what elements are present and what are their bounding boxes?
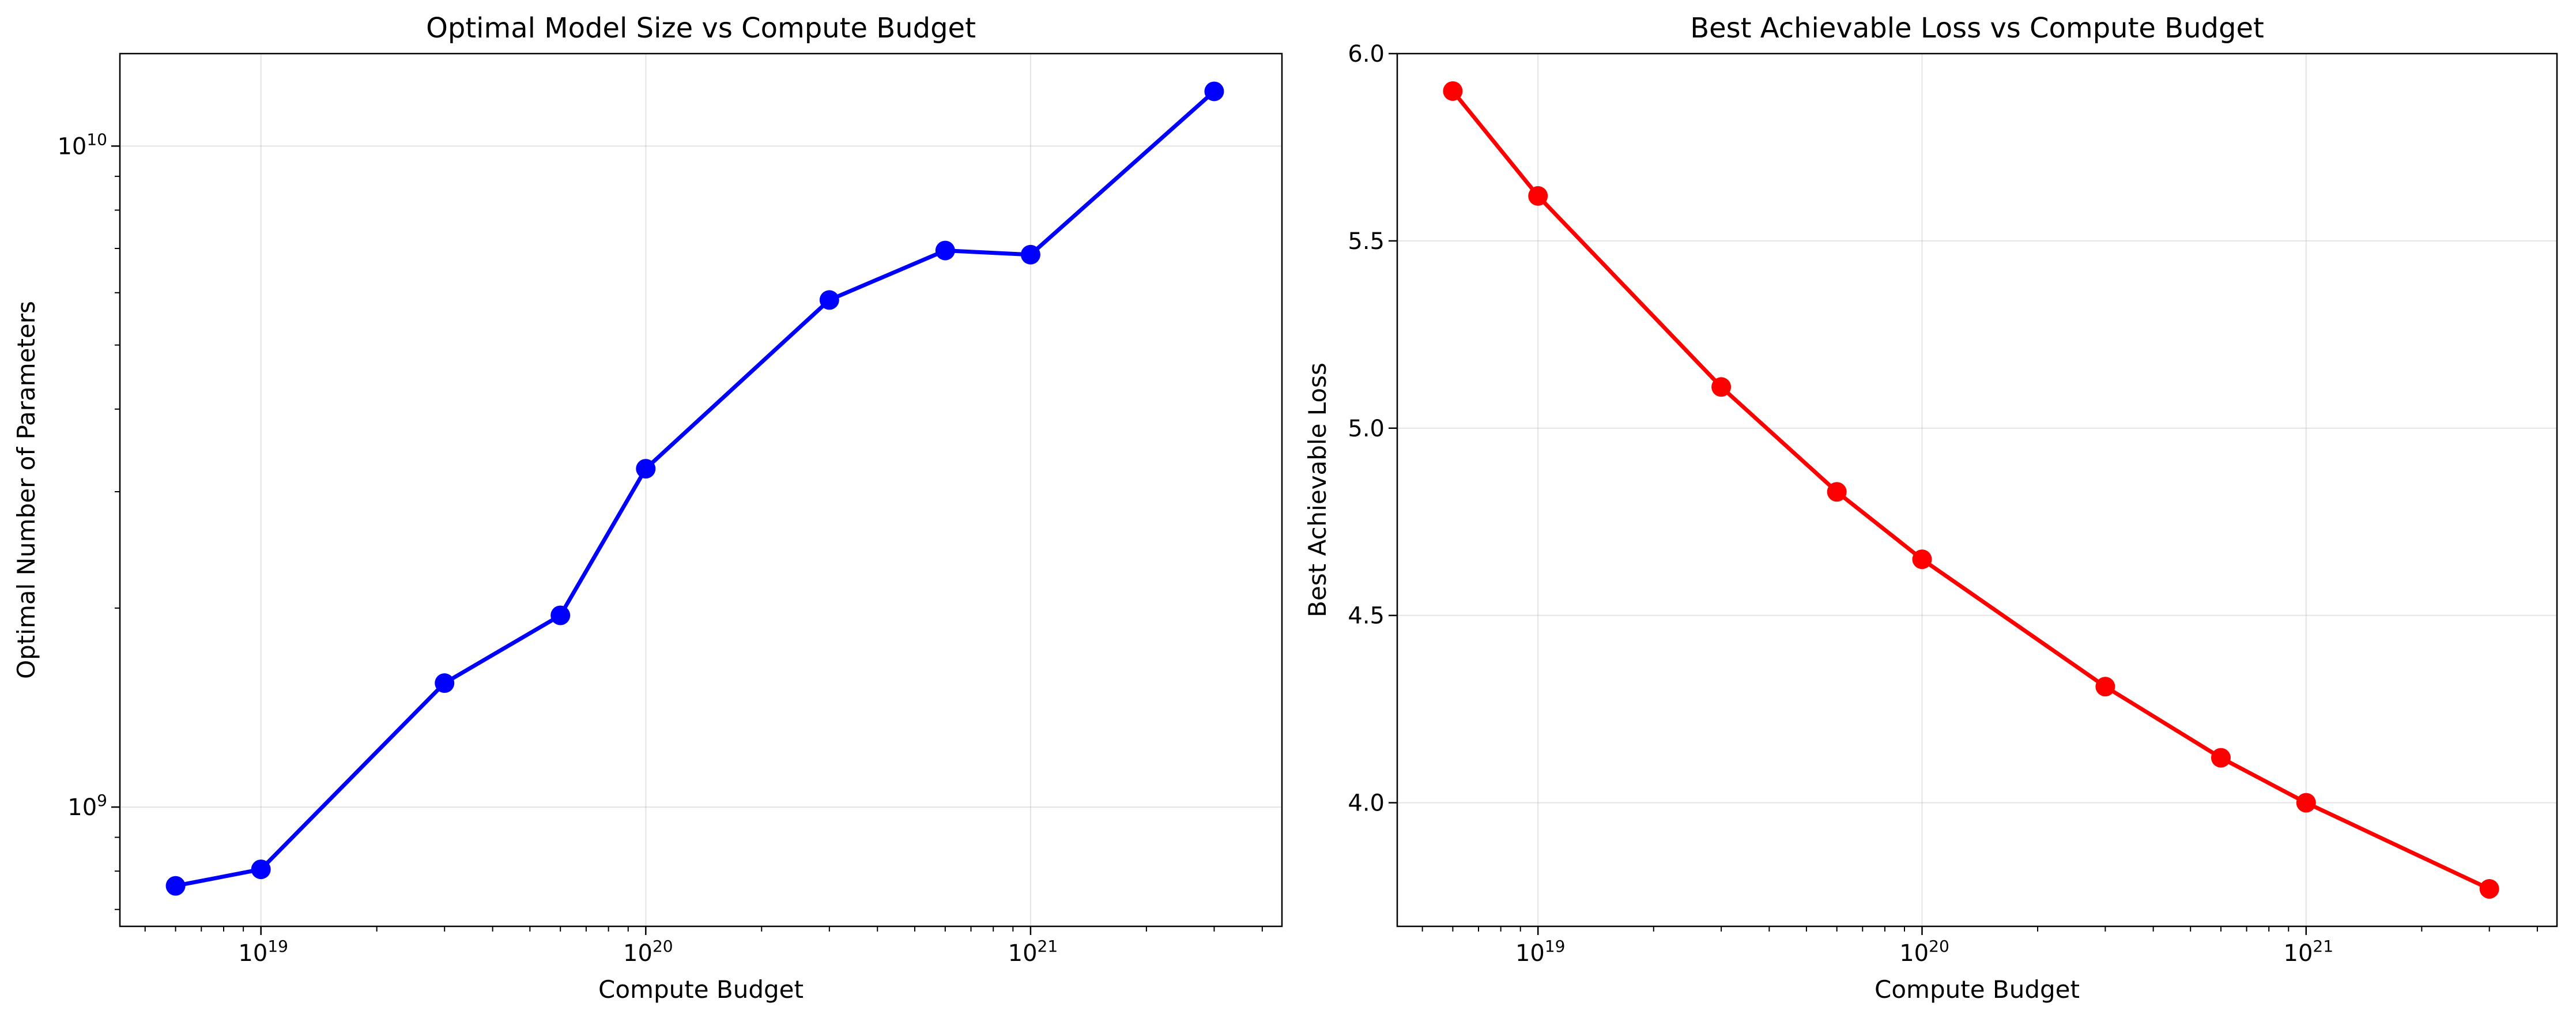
x-axis-label: Compute Budget [598,975,804,1004]
y-tick-label: 6.0 [1348,41,1385,67]
x-axis-label: Compute Budget [1875,975,2080,1004]
data-point [1912,549,1932,570]
chart-title: Optimal Model Size vs Compute Budget [426,12,976,44]
y-tick-label: 109 [67,791,107,821]
data-point [819,290,839,310]
axes-frame [119,52,1283,927]
x-tick-label: 1021 [1008,937,1058,967]
data-point [435,673,455,693]
y-axis-label: Optimal Number of Parameters [12,301,40,679]
model-size-chart: 1019 1020 1021 109 1010 Optimal Model Size vs… [12,12,1283,1004]
data-point [1528,186,1548,206]
y-tick-label: 4.0 [1348,790,1385,817]
data-point [1711,377,1732,397]
data-point [550,605,571,625]
data-point [636,459,656,479]
x-tick-label: 1019 [238,937,288,967]
data-point [2095,677,2115,697]
y-tick-label: 5.0 [1348,416,1385,442]
data-point [935,240,955,261]
data-point [1204,81,1224,101]
x-tick-label: 1021 [2284,937,2334,967]
data-point [1020,244,1040,265]
x-tick-label: 1019 [1515,937,1566,967]
data-point [165,876,186,896]
data-point [251,859,271,880]
data-point [1443,81,1463,101]
chart-title: Best Achievable Loss vs Compute Budget [1690,12,2264,44]
data-point [1827,482,1847,502]
y-axis-label: Best Achievable Loss [1303,363,1332,617]
axes-frame [1396,52,2558,927]
data-point [2479,879,2499,899]
data-point [2211,748,2231,768]
x-tick-label: 1020 [1899,937,1949,967]
x-tick-label: 1020 [623,937,673,967]
y-tick-label: 1010 [57,130,107,160]
data-point [2296,793,2316,813]
loss-chart: 1019 1020 1021 4.0 4.5 5.0 5.5 6.0 Best Achievab… [1303,12,2558,1004]
y-tick-label: 4.5 [1348,603,1385,629]
y-tick-label: 5.5 [1348,228,1385,255]
